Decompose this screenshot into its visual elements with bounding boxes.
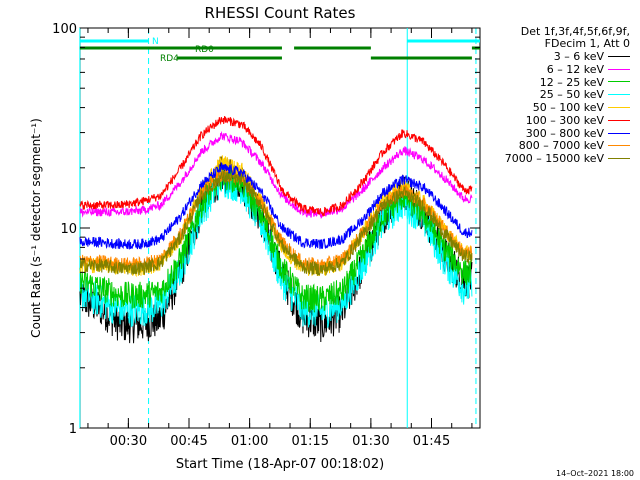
legend-entry-swatch: [608, 107, 630, 109]
legend-entry: 100 – 300 keV: [478, 114, 630, 127]
series-line: [79, 115, 473, 217]
legend-entry-label: 50 – 100 keV: [532, 101, 604, 115]
legend-entry-swatch: [608, 145, 630, 147]
x-tick-label: 01:15: [292, 434, 329, 449]
legend-entry-swatch: [608, 81, 630, 83]
series-lines: [79, 115, 473, 344]
legend-entry-label: 12 – 25 keV: [539, 75, 604, 89]
series-line: [79, 170, 473, 276]
y-axis-label: Count Rate (s⁻¹ detector segment⁻¹): [29, 118, 43, 338]
vertical-markers: [79, 28, 477, 428]
legend-entry-swatch: [608, 132, 630, 134]
legend-entry: 25 – 50 keV: [478, 88, 630, 101]
legend-entry-label: 7000 – 15000 keV: [504, 152, 604, 166]
legend-entry-swatch: [608, 94, 630, 96]
series-line: [79, 130, 473, 219]
annotation-bars: N RD0 RD4: [79, 37, 480, 64]
legend-entry-label: 25 – 50 keV: [539, 88, 604, 102]
legend-entry: 12 – 25 keV: [478, 76, 630, 89]
axes: 00:30 00:45 01:00 01:15 01:30 01:45 1 10 100: [52, 22, 480, 449]
annotation-label-rd4: RD4: [160, 54, 179, 64]
legend-entry-swatch: [608, 119, 630, 121]
y-tick-label: 1: [69, 422, 77, 437]
x-tick-label: 01:45: [413, 434, 450, 449]
legend-entry: 800 – 7000 keV: [478, 139, 630, 153]
legend-entry: 7000 – 15000 keV: [478, 152, 630, 165]
x-tick-label: 00:45: [170, 434, 207, 449]
legend-entry-label: 100 – 300 keV: [525, 113, 604, 127]
legend-entry: 50 – 100 keV: [478, 101, 630, 114]
legend-entry-label: 800 – 7000 keV: [518, 139, 604, 153]
annotation-label-rd0: RD0: [195, 45, 214, 55]
legend-entry: 300 – 800 keV: [478, 127, 630, 140]
y-tick-label: 100: [52, 22, 77, 37]
legend-header-line-1: Det 1f,3f,4f,5f,6f,9f,: [520, 25, 630, 38]
legend: Det 1f,3f,4f,5f,6f,9f, FDecim 1, Att 0 3…: [478, 26, 630, 165]
legend-entry-label: 300 – 800 keV: [525, 126, 604, 140]
y-tick-label: 10: [60, 222, 77, 237]
footer-timestamp: 14–Oct–2021 18:00: [556, 469, 634, 478]
legend-entry-swatch: [608, 55, 630, 57]
x-tick-label: 01:00: [231, 434, 268, 449]
legend-entry-swatch: [608, 68, 630, 70]
legend-header-line-2: FDecim 1, Att 0: [544, 37, 630, 50]
annotation-label-n: N: [152, 37, 159, 47]
legend-entry-swatch: [608, 158, 630, 160]
legend-entry: 3 – 6 keV: [478, 50, 630, 63]
legend-entry: 6 – 12 keV: [478, 63, 630, 76]
legend-entry-label: 3 – 6 keV: [553, 49, 604, 63]
chart-title: RHESSI Count Rates: [205, 4, 356, 22]
series-line: [79, 161, 473, 250]
x-tick-label: 01:30: [352, 434, 389, 449]
x-axis-label: Start Time (18-Apr-07 00:18:02): [176, 457, 384, 472]
plot-frame: [79, 27, 481, 429]
x-tick-label: 00:30: [110, 434, 147, 449]
legend-entry-label: 6 – 12 keV: [546, 62, 604, 76]
